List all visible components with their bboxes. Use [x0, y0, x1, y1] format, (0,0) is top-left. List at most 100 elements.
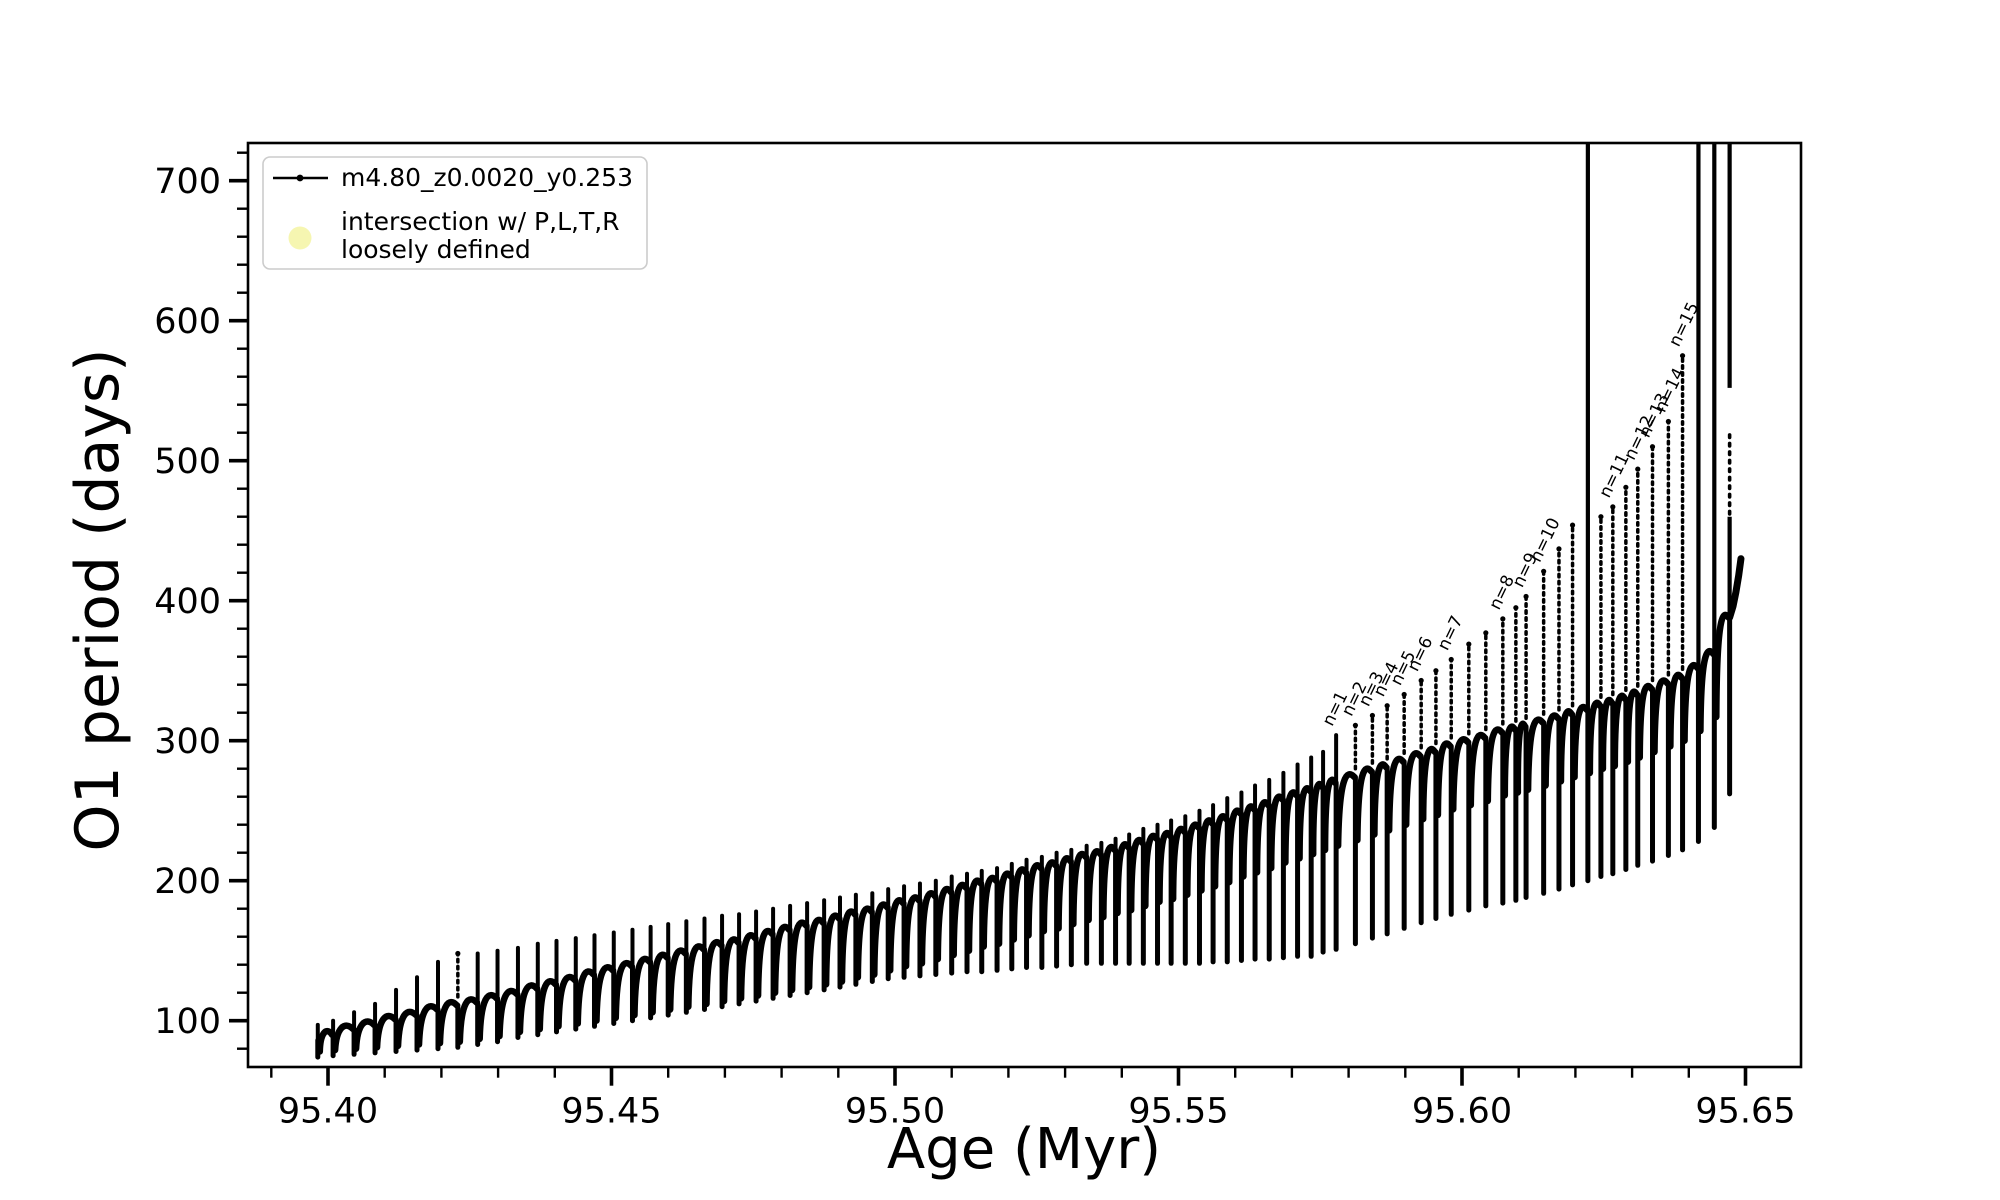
baseline-arc [436, 999, 461, 1047]
baseline-arc [871, 901, 891, 978]
x-axis-label: Age (Myr) [887, 1117, 1161, 1182]
baseline-arc [902, 894, 923, 970]
pulse-label: n=7 [1434, 613, 1468, 654]
baseline-arc [1434, 740, 1454, 819]
x-tick-label: 95.45 [561, 1092, 661, 1132]
baseline-arc [1402, 750, 1424, 828]
baseline-arc [352, 1018, 378, 1052]
baseline-arc [822, 912, 843, 988]
baseline-arc [1371, 761, 1390, 838]
pulse-label: n=6 [1404, 634, 1438, 675]
baseline-arc [574, 968, 597, 1027]
spike-tip-dot [1623, 484, 1629, 490]
baseline-arc [965, 877, 985, 954]
baseline-arc [316, 1028, 336, 1055]
baseline-arc [631, 955, 653, 1019]
spike-tip-dot [1483, 630, 1489, 636]
y-tick-label: 700 [154, 162, 221, 202]
baseline-arc [1484, 726, 1506, 805]
baseline-arc [838, 908, 859, 985]
baseline-arc [1211, 813, 1230, 890]
baseline-arc [612, 959, 635, 1022]
data-series [315, 143, 1745, 1060]
baseline-arc [415, 1003, 441, 1048]
x-tick-label: 95.65 [1695, 1092, 1795, 1132]
spike-tip-dot [1665, 418, 1671, 425]
y-tick-label: 200 [154, 862, 221, 902]
baseline-arc [1070, 850, 1089, 928]
baseline-arc [1697, 647, 1717, 735]
baseline-arc [1334, 771, 1358, 849]
baseline-arc [1467, 731, 1489, 809]
legend-intersection-icon [288, 226, 312, 250]
baseline-arc [666, 947, 689, 1013]
baseline-arc [1040, 859, 1059, 935]
baseline-arc [918, 890, 939, 967]
y-tick-label: 500 [154, 442, 221, 482]
baseline-arc [1636, 682, 1655, 761]
spike-tip-dot [1556, 546, 1562, 552]
baseline-arc [934, 885, 954, 963]
baseline-arc [1156, 829, 1174, 905]
baseline-arc [555, 973, 579, 1030]
baseline-arc [788, 919, 810, 994]
baseline-arc [1055, 855, 1074, 932]
spike-tip-dot [1384, 703, 1390, 709]
legend-entry-intersection-line2: loosely defined [341, 235, 531, 264]
baseline-arc [496, 987, 521, 1040]
spike-tip-dot [1598, 514, 1604, 520]
baseline-arc [1449, 736, 1472, 813]
x-tick-label: 95.60 [1412, 1092, 1512, 1132]
y-tick-label: 400 [154, 582, 221, 622]
spike-tip-dot [1569, 522, 1576, 528]
baseline-arc [1651, 677, 1671, 756]
final-rise-tail [1726, 555, 1745, 621]
baseline-arc [1127, 836, 1146, 914]
baseline-arc [649, 951, 671, 1016]
baseline-arc [373, 1012, 399, 1051]
baseline-arc [1501, 723, 1519, 799]
baseline-arc [771, 923, 793, 996]
baseline-arc [476, 992, 500, 1043]
baseline-arc [1713, 611, 1732, 721]
baseline-arc [1557, 708, 1575, 785]
baseline-arc [1010, 866, 1029, 943]
spike-tip-dot [455, 950, 461, 957]
legend-line-dot [296, 174, 304, 182]
spike-tip-dot [1433, 668, 1439, 674]
baseline-arc [854, 905, 875, 981]
baseline-arc [1114, 841, 1132, 917]
spike-tip-dot [1679, 353, 1686, 359]
baseline-arc [536, 978, 559, 1033]
baseline-arc [1419, 745, 1439, 823]
baseline-arc [1282, 789, 1300, 866]
baseline-arc [685, 943, 707, 1010]
baseline-arc [1385, 755, 1407, 834]
y-tick-label: 100 [154, 1002, 221, 1042]
baseline-arc [886, 897, 907, 974]
baseline-arc [950, 881, 970, 959]
baseline-arc [995, 870, 1015, 947]
baseline-arc [456, 996, 480, 1045]
pulse-label: n=10 [1526, 515, 1564, 566]
spike-tip-dot [1610, 504, 1616, 510]
baseline-arc [1240, 803, 1258, 880]
x-tick-label: 95.55 [1128, 1092, 1228, 1132]
legend-entry-intersection-line1: intersection w/ P,L,T,R [341, 207, 620, 236]
spike-tip-dot [1541, 568, 1547, 574]
spike-tip-dot [1352, 722, 1359, 728]
baseline-arc [1667, 671, 1685, 750]
y-tick-label: 600 [154, 302, 221, 342]
spike-tip-dot [1369, 712, 1376, 719]
baseline-arc [1025, 862, 1045, 939]
axes-frame [246, 141, 1803, 1069]
y-axis-label: O1 period (days) [63, 348, 133, 851]
baseline-arc [1571, 703, 1591, 781]
baseline-arc [1198, 817, 1216, 894]
spike-tip-dot [1500, 616, 1506, 622]
baseline-arc [1226, 807, 1244, 886]
x-tick-label: 95.40 [278, 1092, 378, 1132]
spike-tip-dot [1523, 593, 1529, 600]
baseline-arc [1321, 776, 1339, 854]
